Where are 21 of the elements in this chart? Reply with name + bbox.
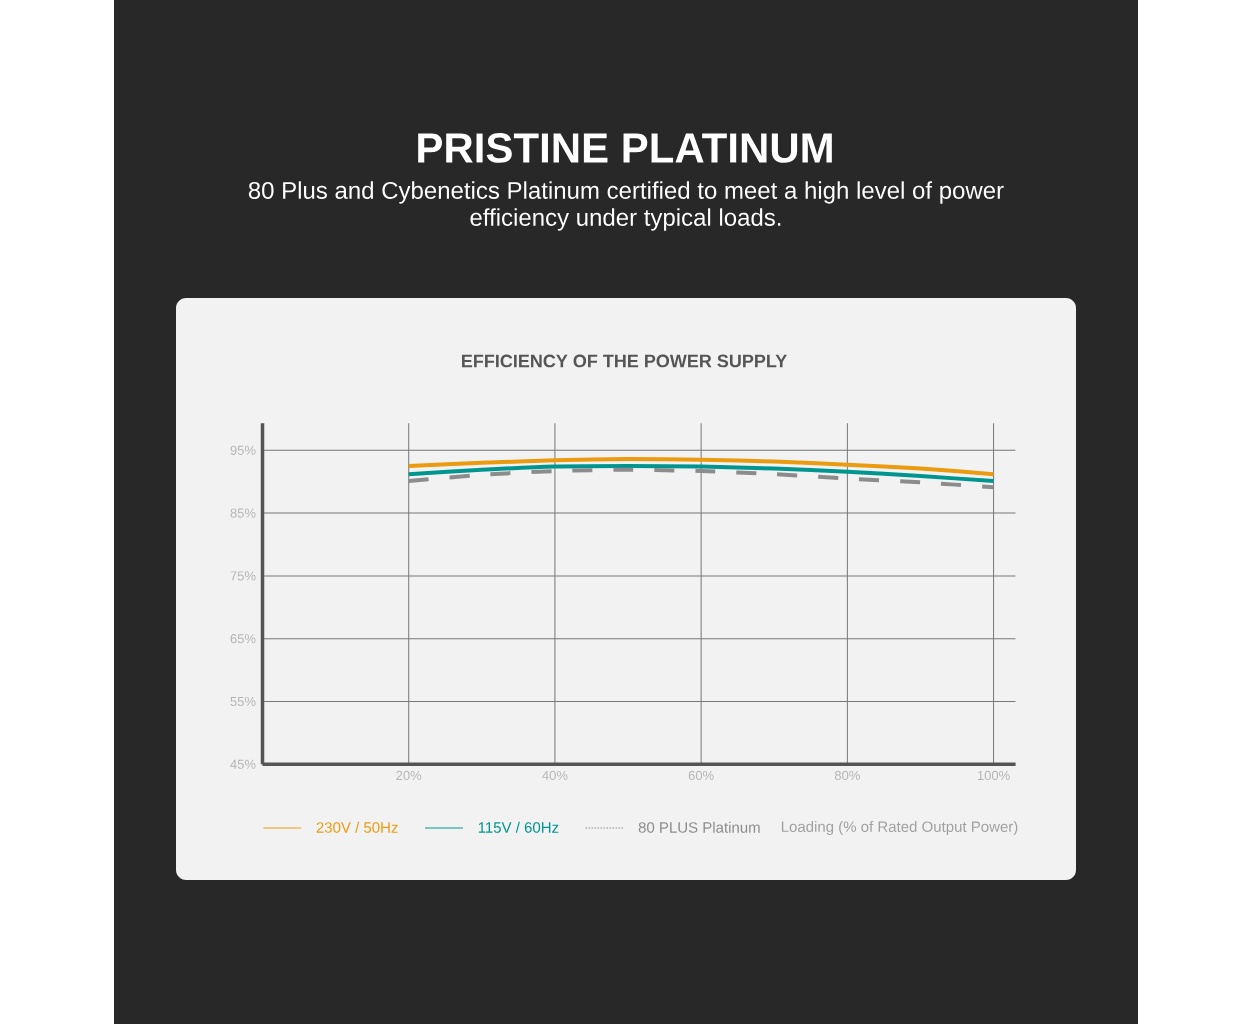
legend-label: 80 PLUS Platinum bbox=[638, 821, 760, 833]
y-tick-label: 85% bbox=[230, 508, 256, 518]
x-tick-label: 60% bbox=[688, 770, 714, 781]
y-tick-label: 55% bbox=[230, 696, 256, 707]
x-tick-label: 100% bbox=[977, 770, 1010, 781]
y-tick-label: 45% bbox=[230, 759, 256, 769]
line-series bbox=[406, 463, 996, 484]
y-tick-label: 75% bbox=[230, 571, 256, 581]
line-series bbox=[406, 457, 996, 477]
legend-label: 115V / 60Hz bbox=[478, 821, 559, 833]
text: 80 Plus and Cybenetics Platinum certified to meet a high level of power efficiency under typical loads. bbox=[248, 181, 1004, 231]
x-tick-label: 40% bbox=[542, 770, 568, 781]
x-axis-title: Loading (% of Rated Output Power) bbox=[781, 820, 1018, 835]
line-series bbox=[406, 467, 996, 490]
x-tick-label: 80% bbox=[834, 770, 860, 781]
chart-title: EFFICIENCY OF THE POWER SUPPLY bbox=[462, 354, 787, 368]
x-tick-label: 20% bbox=[396, 770, 422, 781]
legend-label: 230V / 50Hz bbox=[316, 821, 398, 833]
y-tick-label: 65% bbox=[230, 634, 256, 644]
y-tick-label: 95% bbox=[230, 445, 256, 455]
text: PRISTINE PLATINUM bbox=[418, 133, 832, 163]
